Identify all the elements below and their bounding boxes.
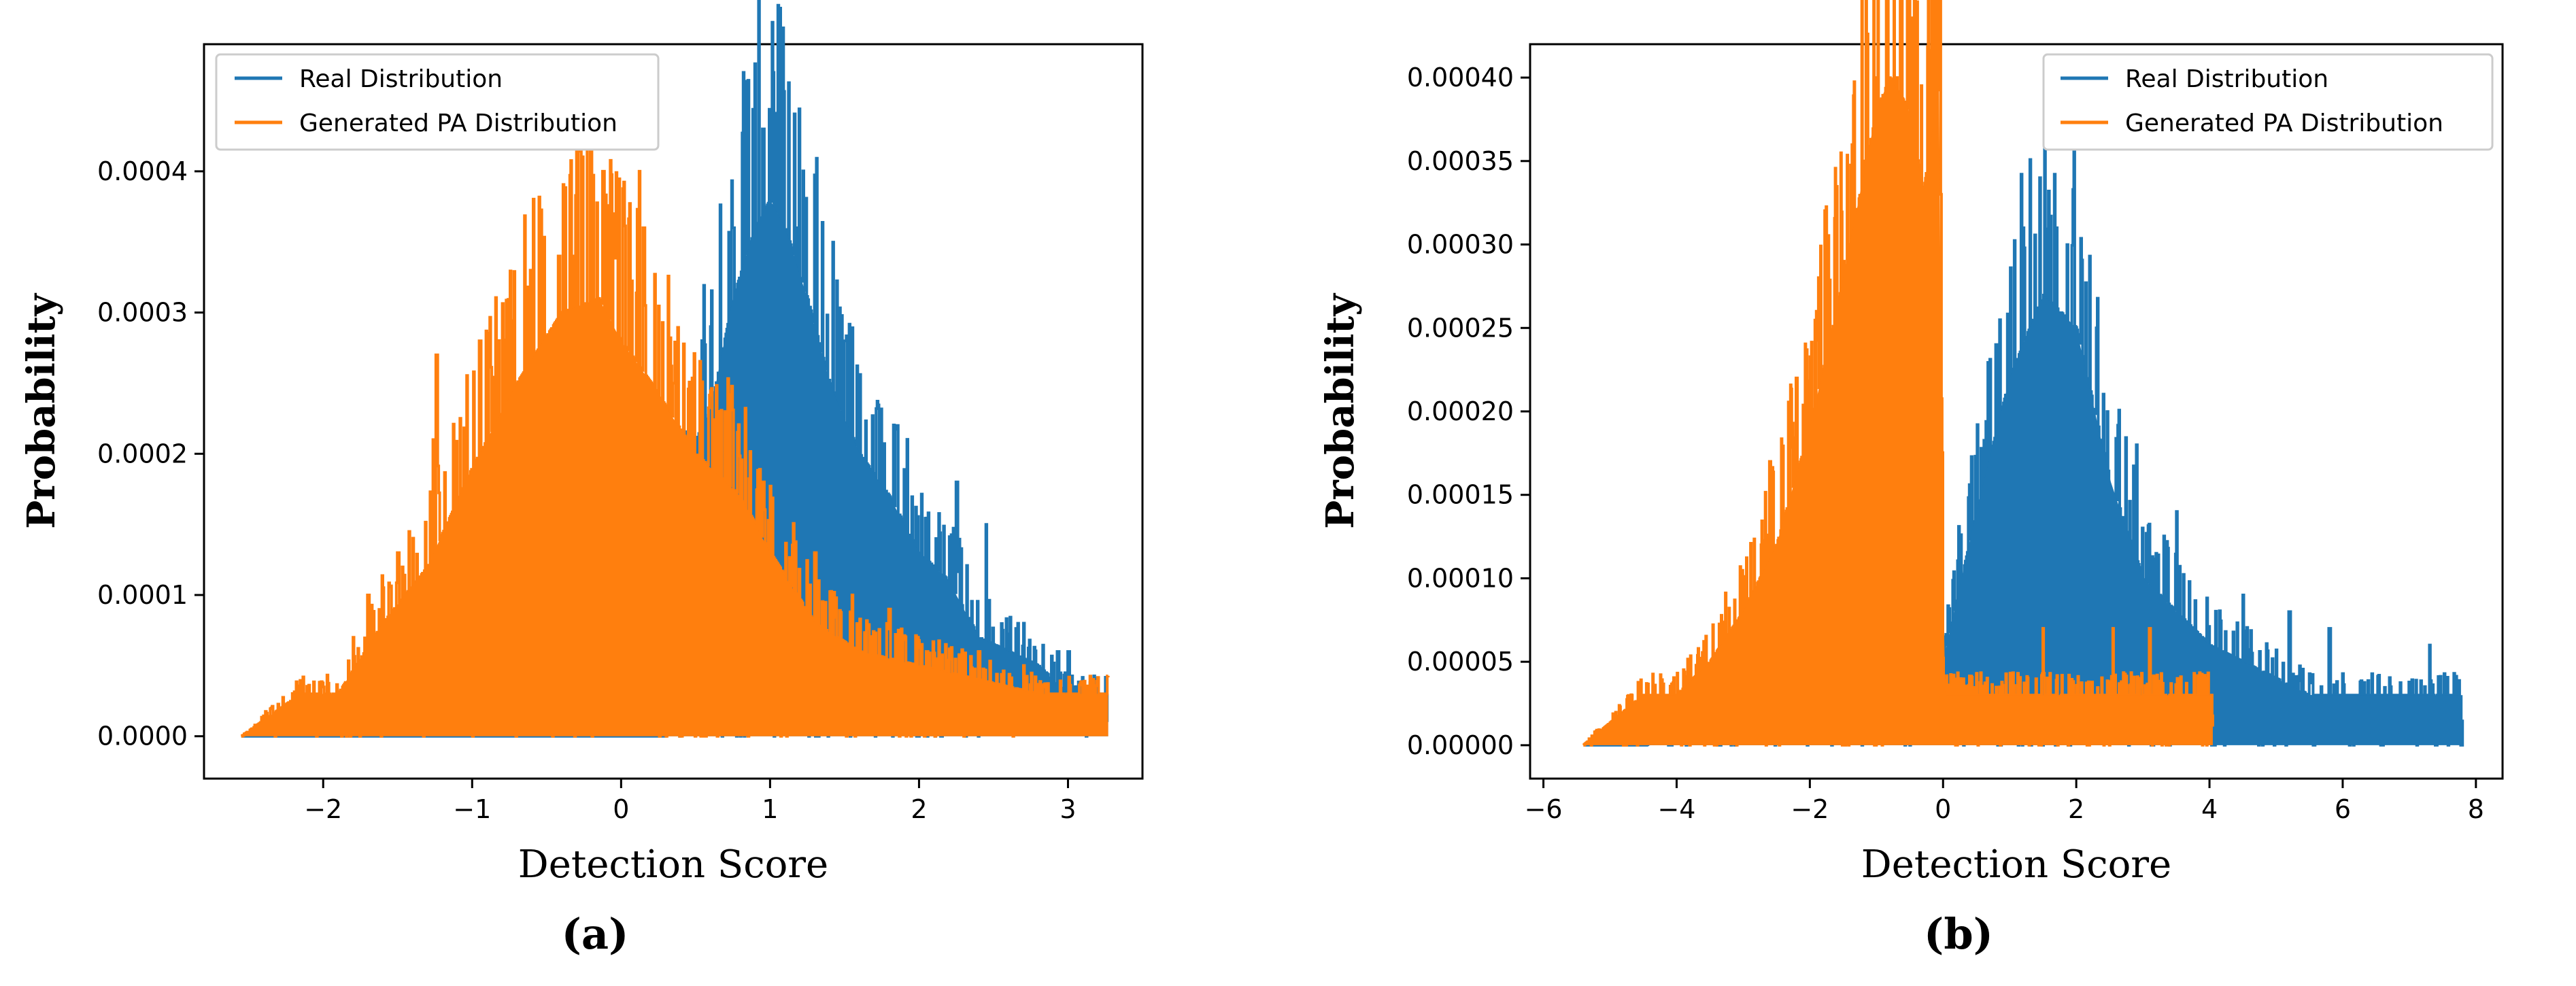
- y-tick-label: 0.0003: [97, 298, 188, 328]
- y-tick-label: 0.00015: [1407, 480, 1514, 510]
- x-axis-ticks: −2 −1 0 1 2 3: [304, 779, 1077, 824]
- y-axis-label: Probability: [19, 293, 64, 529]
- y-tick-label: 0.0002: [97, 439, 188, 469]
- y-axis-ticks: 0.0000 0.0001 0.0002 0.0003 0.0004: [97, 156, 204, 751]
- series-area-real: [1583, 296, 2463, 745]
- x-tick-label: −4: [1657, 794, 1695, 824]
- x-tick-label: 8: [2468, 794, 2484, 824]
- y-tick-label: 0.00025: [1407, 313, 1514, 343]
- y-tick-label: 0.00030: [1407, 230, 1514, 260]
- y-tick-label: 0.0004: [97, 156, 188, 186]
- x-tick-label: −2: [1791, 794, 1829, 824]
- legend-box: [215, 53, 660, 151]
- plot-area: [241, 0, 1110, 738]
- x-tick-label: 1: [762, 794, 778, 824]
- y-tick-label: 0.00020: [1407, 396, 1514, 426]
- x-axis-ticks: −6 −4 −2 0 2 4 6 8: [1525, 779, 2484, 824]
- y-tick-label: 0.00035: [1407, 146, 1514, 176]
- y-tick-label: 0.00000: [1407, 730, 1514, 760]
- panel-label: (a): [562, 909, 629, 959]
- y-tick-label: 0.00005: [1407, 647, 1514, 677]
- series-area-generated: [1583, 80, 2213, 745]
- x-tick-label: −1: [453, 794, 491, 824]
- legend-label-real: Real Distribution: [2125, 65, 2328, 93]
- x-tick-label: −2: [304, 794, 342, 824]
- panel-a: −2 −1 0 1 2 3 0.00000.00010.00020.00030.0004 …: [19, 0, 1144, 959]
- legend-box: [2042, 53, 2494, 151]
- x-tick-label: 0: [613, 794, 629, 824]
- y-tick-label: 0.00040: [1407, 63, 1514, 92]
- y-axis-label: Probability: [1318, 293, 1363, 529]
- legend-label-real: Real Distribution: [299, 65, 503, 93]
- x-axis-label: Detection Score: [518, 843, 828, 887]
- panel-b: −6 −4 −2 0 2 4 6 8 0.00000 0.00005 0.00010 0.00015…: [1318, 0, 2504, 959]
- series-area-generated: [241, 299, 1108, 736]
- panel-label: (b): [1924, 909, 1993, 959]
- legend-label-generated: Generated PA Distribution: [2125, 109, 2443, 137]
- legend-label-generated: Generated PA Distribution: [299, 109, 617, 137]
- x-tick-label: −6: [1525, 794, 1563, 824]
- x-tick-label: 3: [1060, 794, 1076, 824]
- plot-area: [1582, 0, 2464, 747]
- y-axis-ticks: 0.00000 0.00005 0.00010 0.00015 0.00020 0.000…: [1407, 63, 1530, 760]
- x-tick-label: 4: [2201, 794, 2218, 824]
- y-tick-label: 0.00010: [1407, 563, 1514, 593]
- x-tick-label: 0: [1935, 794, 1951, 824]
- x-tick-label: 6: [2335, 794, 2351, 824]
- series-area-real: [241, 199, 1108, 736]
- x-tick-label: 2: [2068, 794, 2084, 824]
- x-axis-label: Detection Score: [1861, 843, 2171, 887]
- y-tick-label: 0.0000: [97, 721, 188, 751]
- x-tick-label: 2: [911, 794, 927, 824]
- y-tick-label: 0.0001: [97, 580, 188, 610]
- legend: Real Distribution Generated PA Distribut…: [2042, 53, 2494, 151]
- legend: Real Distribution Generated PA Distribut…: [215, 53, 660, 151]
